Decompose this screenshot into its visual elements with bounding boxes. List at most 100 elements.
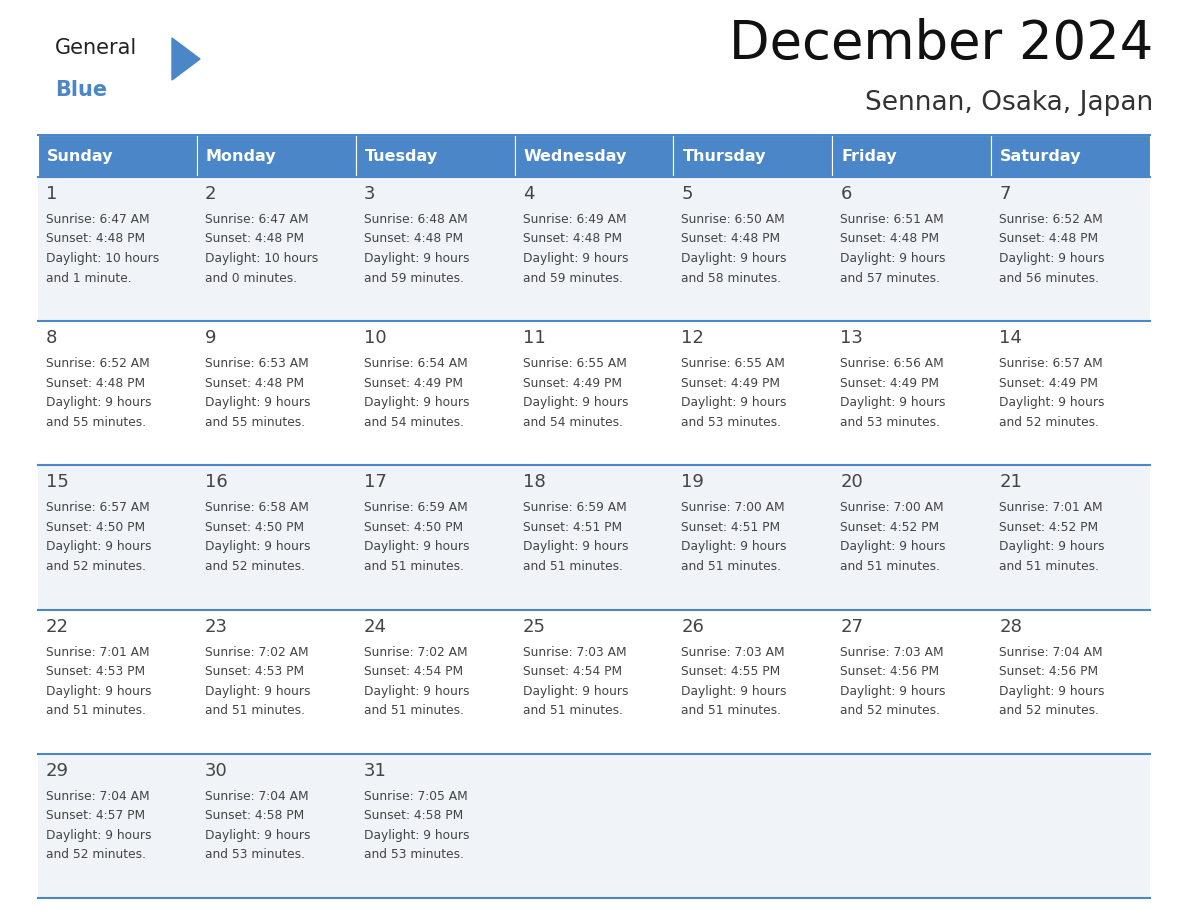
Text: Sunset: 4:49 PM: Sunset: 4:49 PM xyxy=(523,376,621,390)
Text: Daylight: 9 hours: Daylight: 9 hours xyxy=(523,397,628,409)
Text: 26: 26 xyxy=(682,618,704,635)
Text: Daylight: 9 hours: Daylight: 9 hours xyxy=(364,685,469,698)
Text: Daylight: 9 hours: Daylight: 9 hours xyxy=(999,685,1105,698)
Text: Sunset: 4:58 PM: Sunset: 4:58 PM xyxy=(204,810,304,823)
Text: and 51 minutes.: and 51 minutes. xyxy=(840,560,940,573)
Text: Daylight: 9 hours: Daylight: 9 hours xyxy=(999,541,1105,554)
Text: Sunrise: 6:59 AM: Sunrise: 6:59 AM xyxy=(364,501,467,514)
Text: Daylight: 9 hours: Daylight: 9 hours xyxy=(204,541,310,554)
Text: 4: 4 xyxy=(523,185,535,203)
Text: Sunset: 4:48 PM: Sunset: 4:48 PM xyxy=(46,376,145,390)
Text: and 51 minutes.: and 51 minutes. xyxy=(204,704,305,717)
Text: Sunset: 4:49 PM: Sunset: 4:49 PM xyxy=(840,376,940,390)
Text: and 1 minute.: and 1 minute. xyxy=(46,272,132,285)
Text: Sunrise: 6:48 AM: Sunrise: 6:48 AM xyxy=(364,213,467,226)
Text: and 51 minutes.: and 51 minutes. xyxy=(682,560,782,573)
Text: Sunset: 4:52 PM: Sunset: 4:52 PM xyxy=(999,521,1098,534)
Bar xyxy=(38,754,1150,898)
Bar xyxy=(991,135,1150,177)
Text: and 54 minutes.: and 54 minutes. xyxy=(364,416,463,429)
Text: Sunrise: 7:04 AM: Sunrise: 7:04 AM xyxy=(46,789,150,803)
Text: Sunset: 4:49 PM: Sunset: 4:49 PM xyxy=(682,376,781,390)
Text: Monday: Monday xyxy=(206,149,277,163)
Text: and 53 minutes.: and 53 minutes. xyxy=(364,848,463,861)
Text: 20: 20 xyxy=(840,474,862,491)
Text: 2: 2 xyxy=(204,185,216,203)
Text: Daylight: 9 hours: Daylight: 9 hours xyxy=(204,397,310,409)
Text: Sunset: 4:53 PM: Sunset: 4:53 PM xyxy=(204,666,304,678)
Text: 13: 13 xyxy=(840,330,864,347)
Text: Sunset: 4:54 PM: Sunset: 4:54 PM xyxy=(364,666,463,678)
Text: Daylight: 9 hours: Daylight: 9 hours xyxy=(364,541,469,554)
Text: Daylight: 9 hours: Daylight: 9 hours xyxy=(364,829,469,842)
Text: Sunset: 4:50 PM: Sunset: 4:50 PM xyxy=(364,521,463,534)
Text: and 58 minutes.: and 58 minutes. xyxy=(682,272,782,285)
Text: Friday: Friday xyxy=(841,149,897,163)
Text: 16: 16 xyxy=(204,474,228,491)
Text: Daylight: 9 hours: Daylight: 9 hours xyxy=(46,829,152,842)
Text: Sunset: 4:48 PM: Sunset: 4:48 PM xyxy=(364,232,463,245)
Text: Daylight: 9 hours: Daylight: 9 hours xyxy=(999,252,1105,265)
Bar xyxy=(833,135,991,177)
Text: Daylight: 9 hours: Daylight: 9 hours xyxy=(523,541,628,554)
Text: Sunset: 4:54 PM: Sunset: 4:54 PM xyxy=(523,666,621,678)
Text: and 53 minutes.: and 53 minutes. xyxy=(840,416,940,429)
Text: and 53 minutes.: and 53 minutes. xyxy=(204,848,305,861)
Text: 30: 30 xyxy=(204,762,228,779)
Polygon shape xyxy=(172,38,200,80)
Text: Sunrise: 6:55 AM: Sunrise: 6:55 AM xyxy=(523,357,626,370)
Text: and 0 minutes.: and 0 minutes. xyxy=(204,272,297,285)
Text: Sunset: 4:53 PM: Sunset: 4:53 PM xyxy=(46,666,145,678)
Bar xyxy=(514,135,674,177)
Text: 14: 14 xyxy=(999,330,1022,347)
Text: 9: 9 xyxy=(204,330,216,347)
Text: Sunrise: 7:00 AM: Sunrise: 7:00 AM xyxy=(682,501,785,514)
Text: Daylight: 9 hours: Daylight: 9 hours xyxy=(682,541,786,554)
Text: 12: 12 xyxy=(682,330,704,347)
Text: 17: 17 xyxy=(364,474,386,491)
Text: Daylight: 10 hours: Daylight: 10 hours xyxy=(204,252,318,265)
Text: Sunrise: 7:03 AM: Sunrise: 7:03 AM xyxy=(682,645,785,658)
Text: Daylight: 9 hours: Daylight: 9 hours xyxy=(840,685,946,698)
Text: and 51 minutes.: and 51 minutes. xyxy=(523,704,623,717)
Text: Sunrise: 7:03 AM: Sunrise: 7:03 AM xyxy=(523,645,626,658)
Text: 19: 19 xyxy=(682,474,704,491)
Text: Daylight: 9 hours: Daylight: 9 hours xyxy=(204,685,310,698)
Text: Blue: Blue xyxy=(55,80,107,100)
Bar xyxy=(674,135,833,177)
Text: Sunset: 4:56 PM: Sunset: 4:56 PM xyxy=(840,666,940,678)
Text: 28: 28 xyxy=(999,618,1022,635)
Text: 7: 7 xyxy=(999,185,1011,203)
Text: Sunrise: 7:05 AM: Sunrise: 7:05 AM xyxy=(364,789,467,803)
Bar xyxy=(38,321,1150,465)
Text: Daylight: 9 hours: Daylight: 9 hours xyxy=(682,397,786,409)
Text: Sunrise: 6:58 AM: Sunrise: 6:58 AM xyxy=(204,501,309,514)
Text: 31: 31 xyxy=(364,762,386,779)
Text: and 53 minutes.: and 53 minutes. xyxy=(682,416,782,429)
Text: and 56 minutes.: and 56 minutes. xyxy=(999,272,1099,285)
Bar xyxy=(38,465,1150,610)
Text: Daylight: 9 hours: Daylight: 9 hours xyxy=(46,541,152,554)
Text: 1: 1 xyxy=(46,185,57,203)
Text: Thursday: Thursday xyxy=(682,149,766,163)
Text: and 52 minutes.: and 52 minutes. xyxy=(999,704,1099,717)
Text: 10: 10 xyxy=(364,330,386,347)
Bar xyxy=(355,135,514,177)
Text: 18: 18 xyxy=(523,474,545,491)
Text: 15: 15 xyxy=(46,474,69,491)
Text: Saturday: Saturday xyxy=(1000,149,1081,163)
Text: Sunrise: 6:50 AM: Sunrise: 6:50 AM xyxy=(682,213,785,226)
Text: Daylight: 9 hours: Daylight: 9 hours xyxy=(523,252,628,265)
Text: 29: 29 xyxy=(46,762,69,779)
Bar xyxy=(38,177,1150,321)
Text: Sunset: 4:49 PM: Sunset: 4:49 PM xyxy=(364,376,462,390)
Text: Sunrise: 7:02 AM: Sunrise: 7:02 AM xyxy=(364,645,467,658)
Text: Daylight: 9 hours: Daylight: 9 hours xyxy=(364,252,469,265)
Text: and 59 minutes.: and 59 minutes. xyxy=(523,272,623,285)
Text: Daylight: 9 hours: Daylight: 9 hours xyxy=(840,397,946,409)
Text: Sunrise: 6:47 AM: Sunrise: 6:47 AM xyxy=(204,213,309,226)
Text: Daylight: 9 hours: Daylight: 9 hours xyxy=(46,397,152,409)
Text: 25: 25 xyxy=(523,618,545,635)
Text: Sunrise: 6:56 AM: Sunrise: 6:56 AM xyxy=(840,357,944,370)
Text: Sunrise: 6:52 AM: Sunrise: 6:52 AM xyxy=(46,357,150,370)
